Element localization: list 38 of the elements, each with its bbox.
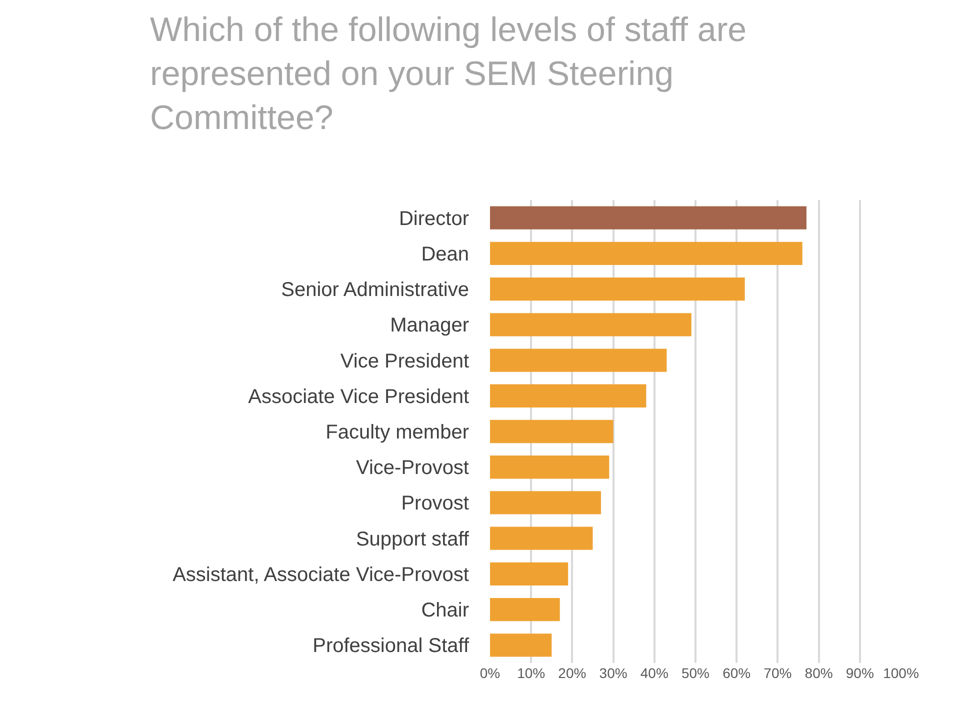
x-tick-label: 70% [764,665,792,681]
x-tick-label: 100% [883,665,919,681]
y-tick-label: Dean [421,243,469,266]
y-tick-label: Professional Staff [312,635,470,658]
x-tick-label: 90% [846,665,874,681]
x-tick-label: 50% [681,665,710,681]
x-tick-label: 80% [804,665,833,681]
bar [490,598,560,622]
x-tick-label: 30% [599,665,628,681]
bar [490,206,806,230]
y-tick-label: Vice President [340,350,470,372]
x-tick-label: 60% [722,665,751,681]
y-tick-label: Chair [421,600,470,622]
bar [490,313,692,336]
y-tick-label: Support staff [356,528,470,550]
x-tick-label: 10% [517,665,546,681]
y-tick-label: Director [398,208,470,230]
bar [490,562,568,586]
bar [490,277,745,301]
y-tick-label: Senior Administrative [281,279,469,302]
y-tick-label: Faculty member [326,422,470,444]
y-tick-label: Assistant, Associate Vice-Provost [172,564,470,586]
y-tick-label: Associate Vice President [248,386,470,408]
bar [490,526,593,550]
y-tick-label: Vice-Provost [356,457,470,480]
x-tick-label: 20% [558,665,586,681]
chart-title: Which of the following levels of staff are represented on your SEM Steering Committee? [150,10,747,138]
y-tick-label: Provost [401,492,470,515]
bar [490,348,667,372]
bar [490,456,610,479]
bar [490,491,601,514]
bar [490,242,802,265]
x-tick-label: 40% [640,665,668,681]
y-tick-label: Manager [390,314,470,337]
bar [490,384,646,408]
bar [490,420,614,444]
x-tick-label: 0% [480,665,500,681]
bar [490,634,552,657]
